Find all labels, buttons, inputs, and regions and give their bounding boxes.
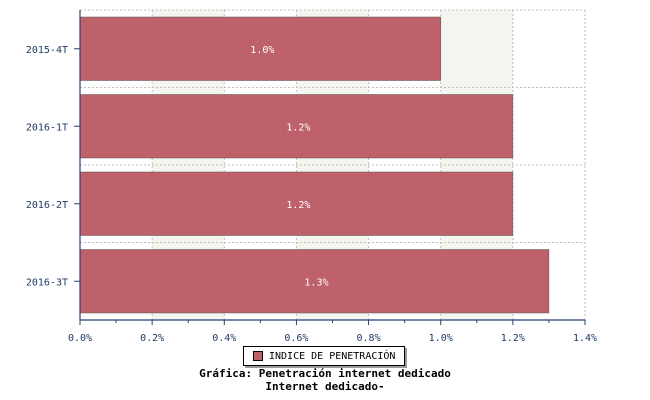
bar — [79, 249, 550, 314]
y-tick-label: 2016-1T — [26, 122, 68, 133]
x-tick-label: 0.4% — [212, 333, 236, 344]
x-tick-label: 0.6% — [284, 333, 308, 344]
legend-swatch — [253, 351, 263, 361]
x-tick-label: 0.0% — [68, 333, 92, 344]
legend: INDICE DE PENETRACIÓN — [243, 346, 405, 366]
x-tick-label: 1.2% — [501, 333, 525, 344]
x-tick-label: 1.4% — [573, 333, 597, 344]
x-tick-label: 0.2% — [140, 333, 164, 344]
chart-caption: Gráfica: Penetración internet dedicado — [199, 367, 451, 380]
bar-value-label: 1.2% — [286, 200, 310, 211]
chart-subcaption: Internet dedicado- — [265, 380, 385, 393]
y-tick-label: 2016-2T — [26, 200, 68, 211]
y-tick-label: 2015-4T — [26, 45, 68, 56]
x-tick-label: 1.0% — [429, 333, 453, 344]
bar-value-label: 1.2% — [286, 122, 310, 133]
bar — [79, 94, 514, 159]
y-tick-label: 2016-3T — [26, 277, 68, 288]
bar-value-label: 1.3% — [304, 277, 328, 288]
bar-value-label: 1.0% — [250, 45, 274, 56]
legend-label: INDICE DE PENETRACIÓN — [269, 350, 396, 362]
bar — [79, 171, 514, 236]
x-tick-label: 0.8% — [357, 333, 381, 344]
bar — [79, 16, 441, 81]
